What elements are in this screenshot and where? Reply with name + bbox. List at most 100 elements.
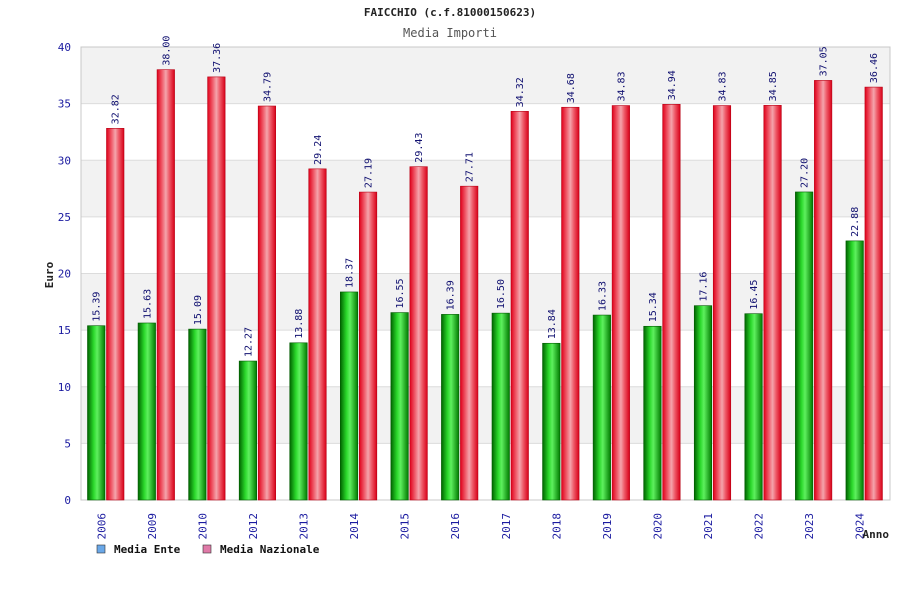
bar-media-nazionale	[257, 105, 276, 501]
bar-media-ente	[795, 191, 814, 501]
legend-item-media-nazionale: Media Nazionale	[202, 543, 320, 556]
x-tick-label: 2020	[651, 513, 664, 540]
bar-value-label: 34.83	[616, 71, 627, 101]
bar-value-label: 13.88	[294, 309, 305, 339]
x-tick-label: 2023	[803, 513, 816, 540]
bar-value-label: 34.94	[667, 70, 678, 100]
value-labels: 15.39 32.82 15.63 38.00 15.09 37.36 12.27 34.79…	[92, 36, 880, 358]
bar-media-ente	[87, 325, 106, 501]
plot-frame	[80, 46, 891, 501]
bar-media-nazionale	[359, 191, 378, 501]
bar-value-label: 27.20	[800, 158, 811, 188]
bar-media-nazionale	[763, 105, 782, 501]
bar-media-nazionale	[106, 128, 125, 501]
bar-media-ente	[137, 322, 156, 501]
bar-media-nazionale	[156, 69, 175, 501]
bar-value-label: 12.27	[243, 327, 254, 357]
y-tick-label: 25	[58, 211, 71, 224]
legend-swatch-media-ente	[96, 544, 106, 554]
chart-title: FAICCHIO (c.f.81000150623)	[364, 6, 536, 19]
bar-value-label: 16.39	[446, 280, 457, 310]
bar-value-label: 29.24	[313, 135, 324, 165]
x-tick-label: 2014	[348, 513, 361, 540]
x-tick-label: 2016	[449, 513, 462, 540]
y-tick-label: 30	[58, 154, 71, 167]
y-tick-label: 10	[58, 381, 71, 394]
y-tick-label: 20	[58, 268, 71, 281]
legend-label-media-ente: Media Ente	[114, 543, 181, 556]
bar-media-ente	[441, 314, 460, 501]
bar-media-ente	[340, 291, 359, 501]
bar-value-label: 15.09	[193, 295, 204, 325]
bar-value-label: 37.05	[819, 46, 830, 76]
y-axis-title: Euro	[43, 261, 56, 288]
bar-value-label: 17.16	[699, 272, 710, 302]
bar-value-label: 34.83	[718, 71, 729, 101]
bar-value-label: 15.63	[142, 289, 153, 319]
y-tick-label: 0	[64, 494, 71, 507]
bar-media-nazionale	[409, 166, 428, 501]
y-axis-ticks: 0 5 10 15 20 25 30 35 40	[58, 41, 71, 507]
y-tick-label: 40	[58, 41, 71, 54]
bar-media-ente	[643, 325, 662, 501]
bar-value-label: 38.00	[161, 36, 172, 66]
x-tick-label: 2015	[399, 513, 412, 540]
bar-value-label: 18.37	[345, 258, 356, 288]
bar-value-label: 16.45	[749, 280, 760, 310]
bar-media-nazionale	[611, 105, 630, 501]
bar-media-ente	[744, 313, 763, 501]
legend-swatch-media-nazionale	[202, 544, 212, 554]
bar-media-nazionale	[864, 86, 883, 501]
bar-media-nazionale	[460, 185, 479, 501]
bar-media-ente	[592, 314, 611, 501]
bar-value-label: 34.79	[262, 72, 273, 102]
bar-media-nazionale	[814, 80, 833, 501]
bar-media-ente	[491, 312, 510, 501]
bar-media-nazionale	[662, 104, 681, 501]
bar-value-label: 34.85	[768, 71, 779, 101]
bar-value-label: 36.46	[869, 53, 880, 83]
y-tick-label: 5	[64, 437, 71, 450]
x-tick-label: 2017	[500, 513, 513, 540]
x-tick-label: 2013	[298, 513, 311, 540]
chart-subtitle: Media Importi	[403, 26, 497, 40]
bar-value-label: 22.88	[850, 207, 861, 237]
bar-value-label: 16.33	[597, 281, 608, 311]
x-tick-label: 2019	[601, 513, 614, 540]
bar-media-nazionale	[712, 105, 732, 501]
bar-value-label: 15.39	[92, 292, 103, 322]
legend: Media Ente Media Nazionale	[96, 543, 320, 556]
legend-label-media-nazionale: Media Nazionale	[220, 543, 320, 556]
bar-value-label: 37.36	[212, 43, 223, 73]
x-tick-label: 2021	[702, 513, 715, 540]
x-tick-label: 2018	[550, 513, 563, 540]
bar-value-label: 27.19	[364, 158, 375, 188]
x-tick-label: 2022	[753, 513, 766, 540]
bar-media-nazionale	[308, 168, 327, 501]
bar-media-nazionale	[510, 111, 529, 501]
x-tick-label: 2009	[146, 513, 159, 540]
bar-media-ente	[845, 240, 864, 501]
y-tick-label: 35	[58, 98, 71, 111]
bar-value-label: 29.43	[414, 133, 425, 163]
bar-media-ente	[188, 328, 207, 501]
bar-media-nazionale	[561, 106, 580, 501]
bar-value-label: 32.82	[111, 94, 122, 124]
bar-media-nazionale	[207, 76, 226, 501]
bars	[87, 69, 883, 501]
bar-value-label: 15.34	[648, 292, 659, 322]
bar-value-label: 16.50	[496, 279, 507, 309]
legend-item-media-ente: Media Ente	[96, 543, 181, 556]
x-tick-label: 2012	[247, 513, 260, 540]
bar-value-label: 34.32	[515, 77, 526, 107]
x-tick-label: 2006	[95, 513, 108, 540]
bar-value-label: 34.68	[566, 73, 577, 103]
y-tick-label: 15	[58, 324, 71, 337]
x-axis-ticks: 2006 2009 2010 2012 2013 2014 2015 2016 2017 2018…	[95, 513, 866, 540]
x-tick-label: 2010	[196, 513, 209, 540]
bar-value-label: 16.55	[395, 278, 406, 308]
bar-media-ente	[289, 342, 308, 501]
bar-media-ente	[238, 360, 257, 501]
